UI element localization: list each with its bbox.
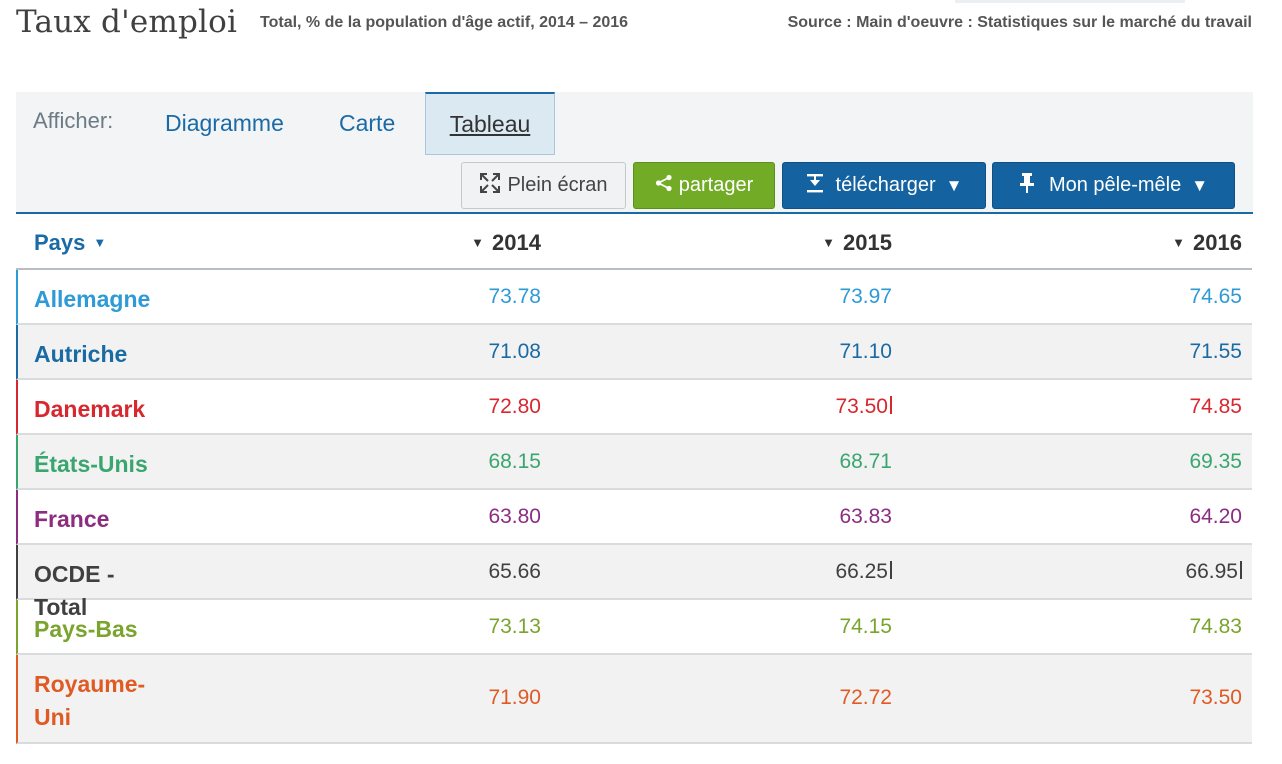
data-flag-marker[interactable] [890, 561, 892, 579]
value-cell-2016: 74.65 [1189, 285, 1242, 308]
table-body: Allemagne 73.78 73.97 74.65 Autriche 71.08 71.… [16, 270, 1252, 744]
value-cell-2016: 66.95 [1185, 560, 1242, 584]
page-header: Taux d'emploi Total, % de la population … [0, 0, 1282, 60]
column-header-2014[interactable]: ▼ 2014 [471, 230, 541, 255]
value-cell-2016: 74.83 [1189, 615, 1242, 638]
telecharger-button[interactable]: télécharger ▼ [782, 162, 986, 209]
table-header: Pays ▼ ▼ 2014 ▼ 2015 ▼ 2016 [16, 214, 1252, 270]
value-cell-2016: 64.20 [1189, 505, 1242, 528]
value-cell-2015: 66.25 [835, 560, 892, 584]
chevron-down-icon: ▼ [1191, 175, 1209, 195]
country-name[interactable]: Danemark [34, 396, 146, 422]
value-cell-2015: 68.71 [839, 450, 892, 473]
pelemele-button[interactable]: Mon pêle-mêle ▼ [992, 162, 1235, 209]
value-cell-2015: 72.72 [839, 686, 892, 709]
pelemele-label: Mon pêle-mêle [1048, 174, 1182, 196]
country-name[interactable]: Allemagne [34, 286, 151, 312]
value-cell-2015: 73.97 [839, 285, 892, 308]
value-cell-2016: 71.55 [1189, 340, 1242, 363]
sort-down-icon: ▼ [93, 235, 107, 250]
telecharger-label: télécharger [835, 174, 936, 196]
share-icon [655, 174, 673, 197]
data-flag-marker[interactable] [1240, 561, 1242, 579]
page-subtitle: Total, % de la population d'âge actif, 2… [260, 14, 629, 31]
plein-ecran-label: Plein écran [507, 174, 608, 196]
tab-diagramme[interactable]: Diagramme [165, 110, 284, 136]
column-header-2015[interactable]: ▼ 2015 [822, 230, 892, 255]
value-cell-2014: 71.08 [488, 340, 541, 363]
country-name[interactable]: Royaume-Uni [34, 671, 146, 730]
table-row[interactable]: Pays-Bas 73.13 74.15 74.83 [16, 600, 1252, 655]
download-icon [806, 173, 824, 198]
value-cell-2014: 72.80 [488, 395, 541, 418]
table-row[interactable]: France 63.80 63.83 64.20 [16, 490, 1252, 545]
fullscreen-icon [479, 172, 501, 199]
table-row[interactable]: Royaume-Uni 71.90 72.72 73.50 [16, 655, 1252, 744]
country-name[interactable]: Autriche [34, 341, 128, 367]
data-flag-marker[interactable] [890, 396, 892, 414]
country-name[interactable]: France [34, 506, 110, 532]
tab-tableau[interactable]: Tableau [425, 92, 555, 155]
partager-button[interactable]: partager [633, 162, 775, 209]
value-cell-2014: 68.15 [488, 450, 541, 473]
sort-down-icon: ▼ [822, 235, 836, 250]
table-row[interactable]: Autriche 71.08 71.10 71.55 [16, 325, 1252, 380]
value-cell-2014: 73.78 [488, 285, 541, 308]
value-cell-2016: 69.35 [1189, 450, 1242, 473]
country-name[interactable]: États-Unis [34, 451, 148, 477]
table-row[interactable]: États-Unis 68.15 68.71 69.35 [16, 435, 1252, 490]
column-header-pays[interactable]: Pays ▼ [34, 230, 107, 255]
value-cell-2015: 63.83 [839, 505, 892, 528]
column-header-2016[interactable]: ▼ 2016 [1172, 230, 1242, 255]
chevron-down-icon: ▼ [945, 175, 963, 195]
plein-ecran-button[interactable]: Plein écran [461, 162, 626, 209]
country-name[interactable]: Pays-Bas [34, 616, 138, 642]
page-title: Taux d'emploi [16, 4, 238, 40]
table-row[interactable]: Danemark 72.80 73.50 74.85 [16, 380, 1252, 435]
value-cell-2014: 63.80 [488, 505, 541, 528]
data-table: Pays ▼ ▼ 2014 ▼ 2015 ▼ 2016 Allemagne 73.78 73… [16, 214, 1252, 744]
value-cell-2014: 73.13 [488, 615, 541, 638]
pin-icon [1019, 172, 1035, 199]
value-cell-2014: 71.90 [488, 686, 541, 709]
afficher-label: Afficher: [33, 108, 114, 133]
table-row[interactable]: Allemagne 73.78 73.97 74.65 [16, 270, 1252, 325]
value-cell-2016: 74.85 [1189, 395, 1242, 418]
view-toolbar: Afficher: Diagramme Carte Tableau Plein … [16, 92, 1253, 214]
value-cell-2015: 71.10 [839, 340, 892, 363]
value-cell-2015: 73.50 [835, 395, 892, 419]
partager-label: partager [678, 174, 754, 196]
sort-down-icon: ▼ [1172, 235, 1186, 250]
sort-down-icon: ▼ [471, 235, 485, 250]
value-cell-2015: 74.15 [839, 615, 892, 638]
tab-carte[interactable]: Carte [339, 110, 396, 136]
country-name[interactable]: OCDE - Total [34, 561, 115, 620]
table-row[interactable]: OCDE - Total 65.66 66.25 66.95 [16, 545, 1252, 620]
value-cell-2016: 73.50 [1189, 686, 1242, 709]
value-cell-2014: 65.66 [488, 560, 541, 583]
top-strip [955, 0, 1185, 3]
source-link[interactable]: Source : Main d'oeuvre : Statistiques su… [787, 14, 1252, 31]
